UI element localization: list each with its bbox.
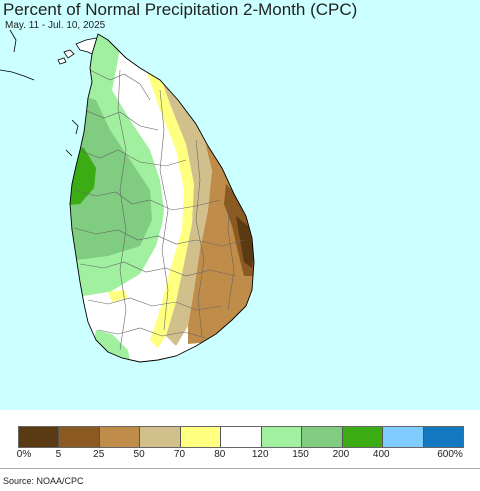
legend-swatch: [180, 427, 222, 447]
legend-swatch: [59, 427, 100, 447]
legend: 0% 5 25 50 70 80 120 150 200 400 600%: [0, 410, 480, 468]
map-subtitle: May. 11 - Jul. 10, 2025: [5, 20, 106, 31]
footer: Source: NOAA/CPC: [0, 468, 480, 491]
legend-label: 150: [292, 449, 309, 460]
source-text: Source: NOAA/CPC: [3, 476, 84, 486]
legend-swatch: [99, 427, 141, 447]
legend-label: 200: [332, 449, 350, 460]
legend-swatch: [261, 427, 303, 447]
legend-swatch: [19, 427, 60, 447]
legend-swatch: [140, 427, 181, 447]
legend-label: 400: [372, 449, 390, 460]
legend-label: 600%: [437, 449, 463, 460]
legend-label: 5: [55, 449, 62, 460]
legend-swatch: [221, 427, 262, 447]
legend-swatch: [423, 427, 463, 447]
legend-label: 25: [93, 449, 105, 460]
legend-swatch: [383, 427, 424, 447]
legend-label: 70: [173, 449, 186, 460]
legend-colorbar: [18, 426, 464, 448]
legend-label: 80: [214, 449, 226, 460]
sri-lanka-map: [0, 29, 255, 363]
legend-swatch: [302, 427, 343, 447]
legend-swatch: [342, 427, 384, 447]
map-area: Percent of Normal Precipitation 2-Month …: [0, 0, 480, 410]
mannar-coast: [0, 29, 79, 157]
map-title: Percent of Normal Precipitation 2-Month …: [3, 0, 358, 19]
legend-label: 50: [133, 449, 145, 460]
coastline: [69, 33, 255, 363]
legend-label: 0%: [16, 449, 32, 460]
legend-label: 120: [251, 449, 269, 460]
